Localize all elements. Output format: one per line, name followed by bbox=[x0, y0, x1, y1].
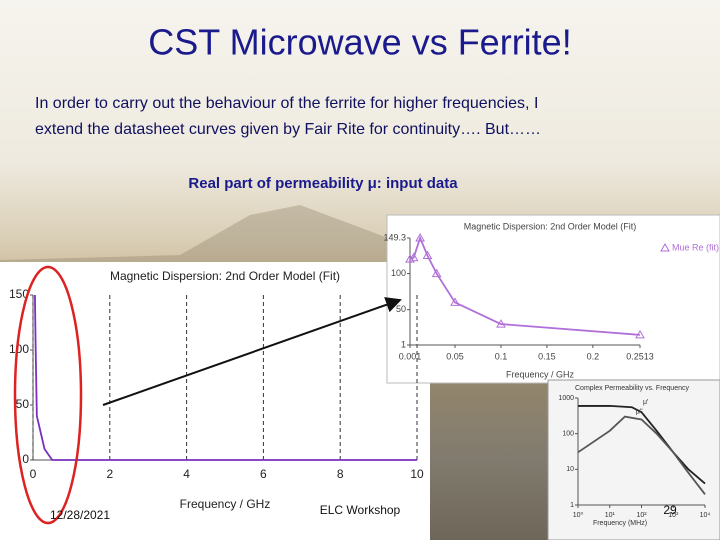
point bbox=[405, 254, 415, 263]
arrow bbox=[102, 297, 402, 406]
y-tick-label: 1 bbox=[570, 502, 574, 509]
x-tick-label: 6 bbox=[260, 467, 267, 481]
point bbox=[408, 252, 419, 262]
y-tick-label: 100 bbox=[562, 431, 574, 438]
legend-label: μ' bbox=[643, 399, 648, 406]
point bbox=[431, 268, 442, 278]
body-line: In order to carry out the behaviour of t… bbox=[35, 95, 538, 112]
footer-event: ELC Workshop bbox=[320, 503, 401, 517]
point bbox=[635, 329, 645, 339]
x-tick-label: 0.05 bbox=[446, 351, 464, 361]
legend-marker bbox=[660, 242, 670, 252]
highlight-ellipse bbox=[13, 265, 83, 525]
x-tick-label: 0.1 bbox=[495, 351, 508, 361]
point bbox=[496, 319, 506, 328]
y-tick-label: 50 bbox=[396, 304, 406, 314]
y-tick-label: 149.3 bbox=[383, 232, 406, 242]
y-tick-label: 150 bbox=[9, 287, 29, 301]
charts: Magnetic Dispersion: 2nd Order Model (Fi… bbox=[9, 221, 719, 526]
x-tick-label: 10⁰ bbox=[573, 511, 584, 519]
x-tick-label: 0.2513 bbox=[626, 351, 654, 361]
x-tick-label: 0.2 bbox=[587, 351, 600, 361]
series-line bbox=[577, 415, 706, 495]
series-line bbox=[409, 235, 641, 336]
x-tick-label: 0.001 bbox=[399, 351, 422, 361]
x-tick-label: 4 bbox=[183, 467, 190, 481]
x-tick-label: 10⁴ bbox=[700, 512, 711, 519]
x-tick-label: 10² bbox=[636, 512, 647, 519]
point bbox=[450, 297, 460, 306]
y-tick-label: 100 bbox=[391, 268, 406, 278]
y-tick-label: 100 bbox=[9, 342, 29, 356]
y-tick-label: 1 bbox=[401, 339, 406, 349]
title: CST Microwave vs Ferrite! bbox=[148, 22, 571, 63]
x-tick-label: 10 bbox=[410, 467, 424, 481]
body-line: extend the datasheet curves given by Fai… bbox=[35, 121, 541, 138]
x-tick-label: 2 bbox=[106, 467, 113, 481]
legend-label: Mue Re (fit) bbox=[672, 242, 719, 252]
chart-title: Complex Permeability vs. Frequency bbox=[575, 385, 689, 392]
x-tick-label: 0 bbox=[30, 467, 37, 481]
x-axis-label: Frequency / GHz bbox=[506, 369, 575, 379]
point bbox=[415, 232, 425, 242]
chart-title: Magnetic Dispersion: 2nd Order Model (Fi… bbox=[464, 221, 637, 231]
x-tick-label: 0.15 bbox=[538, 351, 556, 361]
y-tick-label: 50 bbox=[16, 397, 30, 411]
y-tick-label: 10 bbox=[566, 466, 574, 473]
x-tick-label: 10¹ bbox=[605, 512, 616, 519]
inset-chart-bg bbox=[386, 214, 720, 384]
datasheet-bg bbox=[547, 379, 720, 540]
y-tick-label: 0 bbox=[22, 452, 29, 466]
point bbox=[422, 250, 433, 260]
x-axis-label: Frequency / GHz bbox=[180, 497, 271, 511]
series-line bbox=[578, 405, 706, 485]
legend-label: μ'' bbox=[636, 408, 643, 415]
series-line bbox=[34, 294, 417, 461]
y-tick-label: 1000 bbox=[558, 395, 574, 402]
chart-title: Magnetic Dispersion: 2nd Order Model (Fi… bbox=[110, 269, 340, 283]
page-number: 29 bbox=[663, 503, 677, 517]
x-axis-label: Frequency (MHz) bbox=[593, 520, 647, 527]
subtitle: Real part of permeability μ: input data bbox=[188, 175, 458, 192]
x-tick-label: 10³ bbox=[668, 512, 679, 519]
x-tick-label: 8 bbox=[337, 467, 344, 481]
footer-date: 12/28/2021 bbox=[50, 508, 110, 522]
